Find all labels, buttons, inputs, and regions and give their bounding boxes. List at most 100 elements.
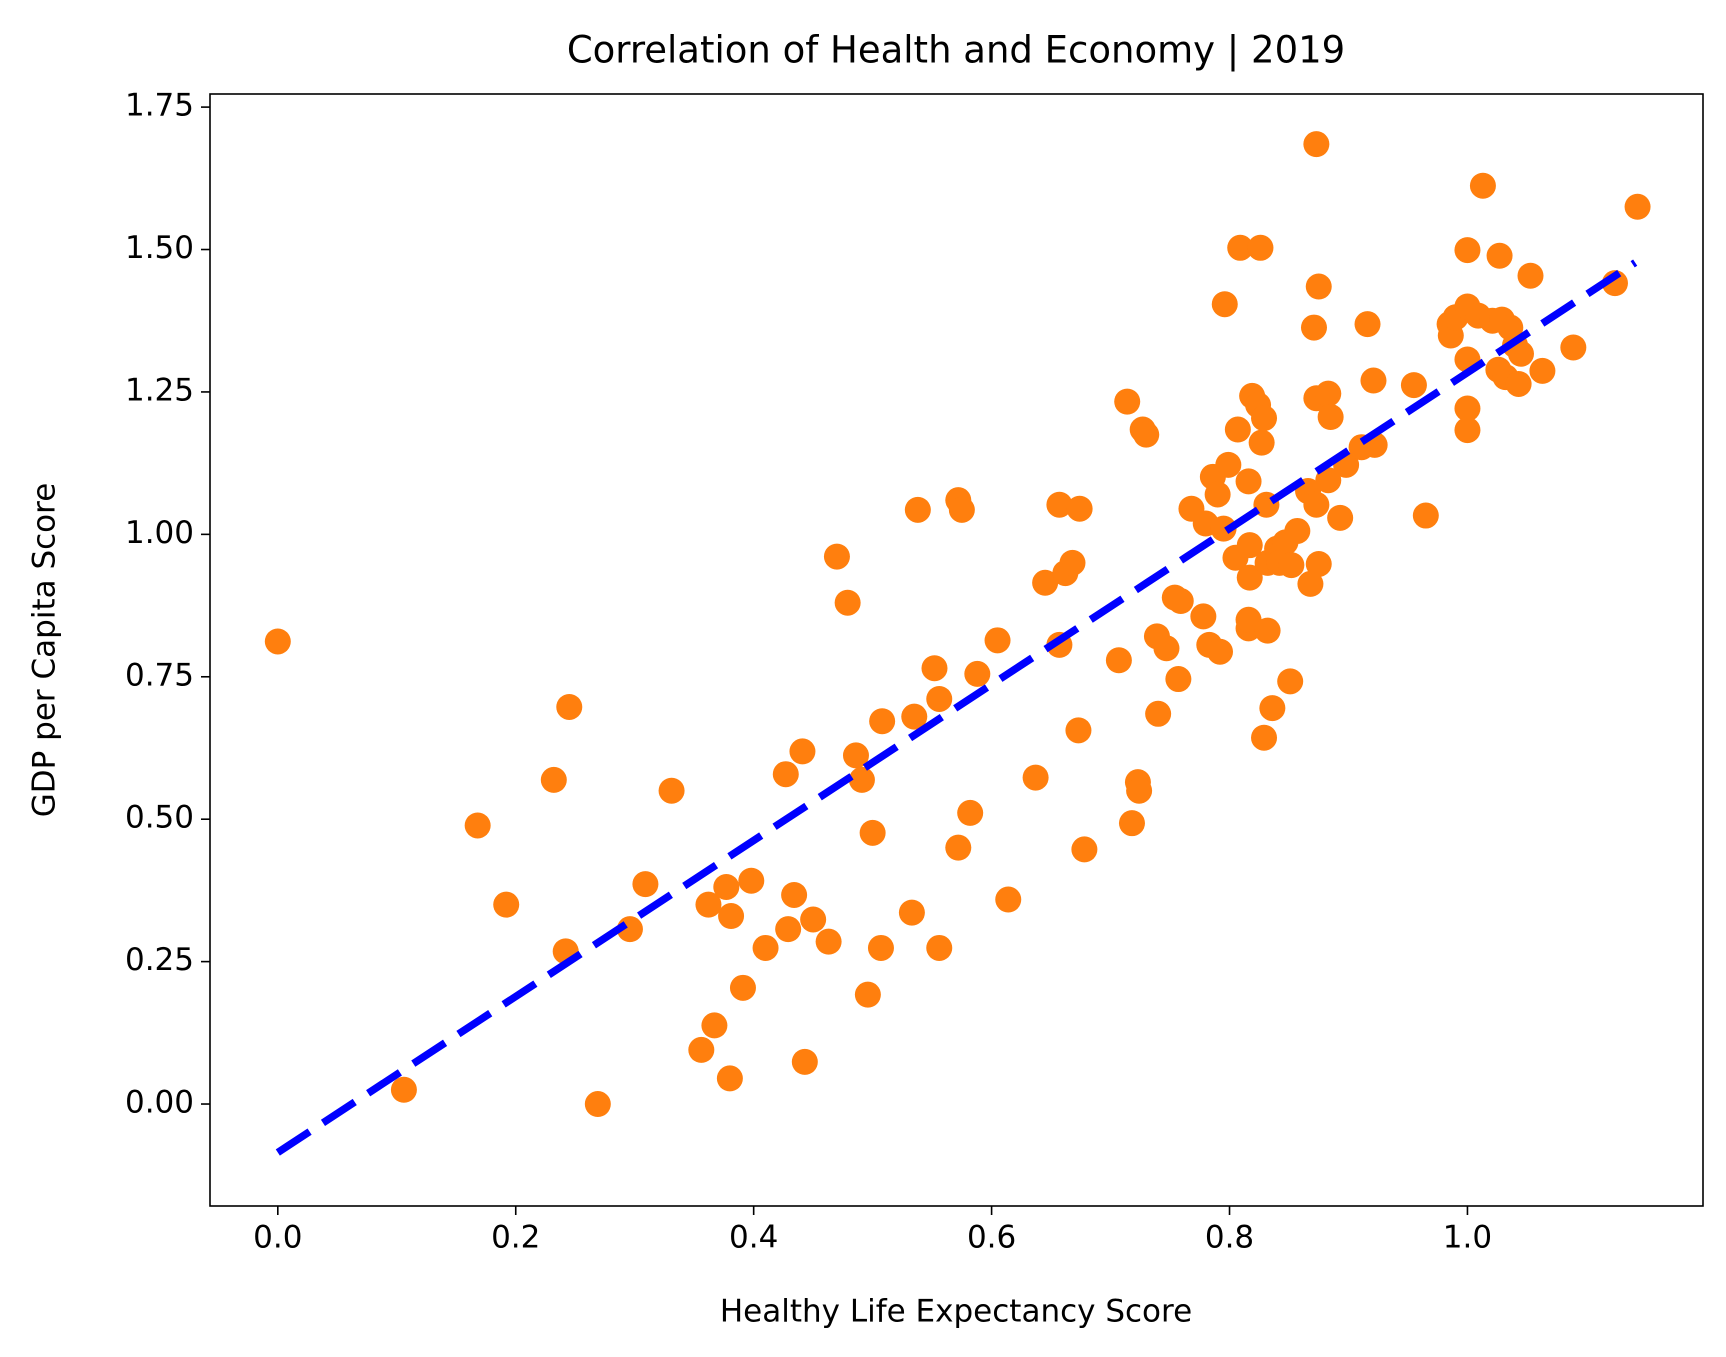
point (1517, 262, 1544, 289)
point (713, 873, 740, 900)
point (1248, 429, 1275, 456)
point (1505, 370, 1532, 397)
point (1145, 700, 1172, 727)
point (729, 974, 756, 1001)
point (658, 777, 685, 804)
point (948, 496, 975, 523)
point (695, 891, 722, 918)
point (957, 799, 984, 826)
point (1486, 242, 1513, 269)
point (1118, 810, 1145, 837)
y-tick-label: 1.75 (125, 88, 194, 124)
point (1022, 764, 1049, 791)
point (1210, 515, 1237, 542)
x-tick-label: 1.0 (1443, 1220, 1492, 1256)
point (556, 693, 583, 720)
point (632, 871, 659, 898)
point (926, 685, 953, 712)
point (901, 703, 928, 730)
point (1624, 193, 1651, 220)
x-tick-label: 0.4 (729, 1220, 778, 1256)
point (738, 867, 765, 894)
point (1251, 405, 1278, 432)
x-axis-label: Healthy Life Expectancy Score (720, 1294, 1192, 1330)
point (1251, 724, 1278, 751)
y-tick-label: 0.50 (125, 800, 194, 836)
point (1211, 291, 1238, 318)
point (1204, 481, 1231, 508)
point (1259, 695, 1286, 722)
point (1114, 388, 1141, 415)
point (716, 1065, 743, 1092)
y-tick-label: 0.75 (125, 657, 194, 693)
point (1278, 552, 1305, 579)
y-tick-label: 1.50 (125, 230, 194, 266)
point (1315, 467, 1342, 494)
point (815, 928, 842, 955)
point (1071, 836, 1098, 863)
point (1284, 517, 1311, 544)
point (1315, 380, 1342, 407)
point (1065, 717, 1092, 744)
point (772, 761, 799, 788)
point (1400, 372, 1427, 399)
point (800, 906, 827, 933)
point (493, 891, 520, 918)
point (1412, 502, 1439, 529)
point (1360, 367, 1387, 394)
point (1190, 603, 1217, 630)
point (1215, 451, 1242, 478)
point (775, 916, 802, 943)
point (1236, 532, 1263, 559)
point (1105, 647, 1132, 674)
point (1469, 172, 1496, 199)
point (904, 496, 931, 523)
point (1529, 357, 1556, 384)
point (1305, 273, 1332, 300)
point (869, 708, 896, 735)
point (1133, 421, 1160, 448)
point (995, 886, 1022, 913)
point (1354, 311, 1381, 338)
point (1454, 237, 1481, 264)
point (1560, 334, 1587, 361)
point (1224, 416, 1251, 443)
point (964, 660, 991, 687)
point (1235, 468, 1262, 495)
point (781, 881, 808, 908)
point (921, 655, 948, 682)
point (1227, 234, 1254, 261)
point (1126, 777, 1153, 804)
point (1277, 668, 1304, 695)
point (789, 738, 816, 765)
point (867, 934, 894, 961)
y-tick-label: 1.25 (125, 372, 194, 408)
point (945, 834, 972, 861)
point (584, 1091, 611, 1118)
point (464, 812, 491, 839)
point (688, 1036, 715, 1063)
point (1254, 617, 1281, 644)
point (823, 543, 850, 570)
point (791, 1048, 818, 1075)
point (848, 766, 875, 793)
chart-title: Correlation of Health and Economy | 2019 (567, 29, 1345, 72)
point (540, 766, 567, 793)
point (1507, 340, 1534, 367)
point (1046, 491, 1073, 518)
point (898, 899, 925, 926)
point (1153, 635, 1180, 662)
point (1207, 638, 1234, 665)
point (1165, 666, 1192, 693)
point (1454, 417, 1481, 444)
point (854, 981, 881, 1008)
point (984, 627, 1011, 654)
point (264, 628, 291, 655)
point (1327, 504, 1354, 531)
point (390, 1076, 417, 1103)
point (1300, 314, 1327, 341)
point (1454, 395, 1481, 422)
point (1303, 491, 1330, 518)
y-axis-label: GDP per Capita Score (27, 483, 63, 818)
